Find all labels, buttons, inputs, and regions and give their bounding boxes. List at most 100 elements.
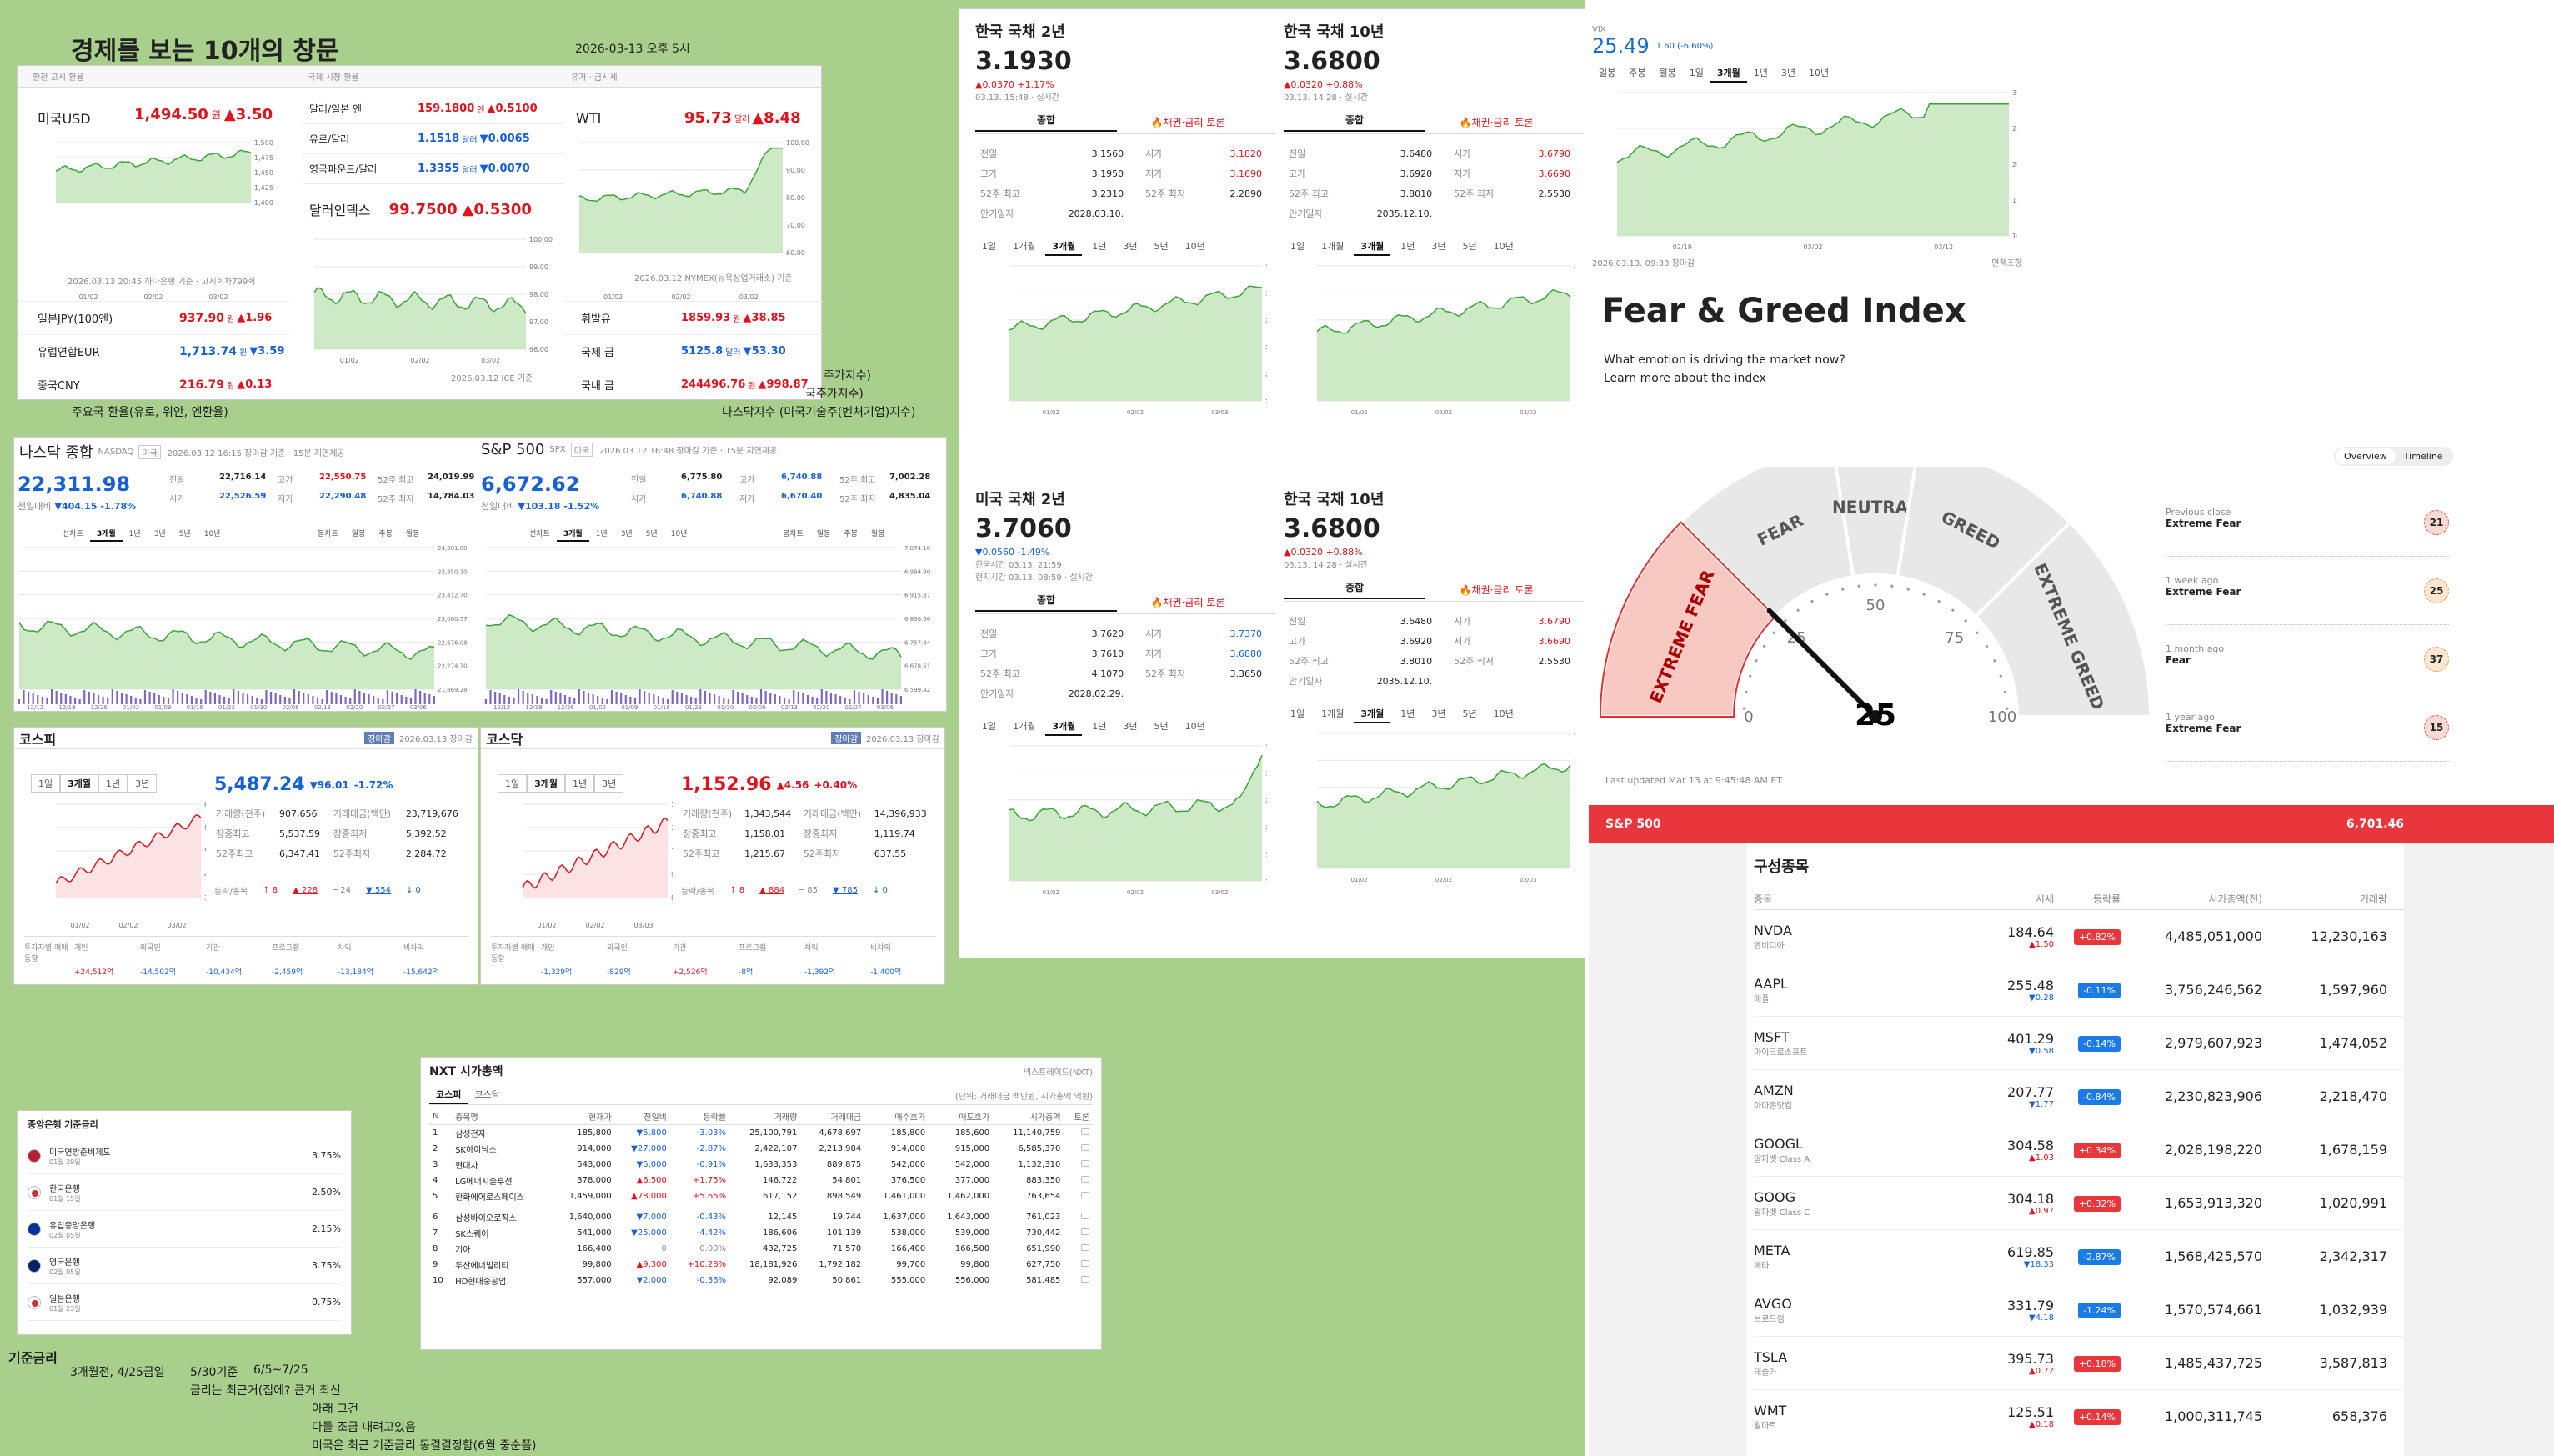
bond-range[interactable]: 3개월 bbox=[1354, 238, 1391, 256]
constituent-row[interactable]: MSFT 마이크로소프트 401.29 ▼0.58 -0.14% 2,979,607,92… bbox=[1754, 1017, 2404, 1070]
bond-tab-discuss[interactable]: 🔥채권·금리 토론 bbox=[1459, 117, 1534, 128]
vix-range-2[interactable]: 월봉 bbox=[1659, 68, 1676, 78]
fng-toggle-timeline[interactable]: Timeline bbox=[2403, 451, 2443, 462]
nasdaq-view-3[interactable]: 월봉 bbox=[405, 530, 420, 538]
nxt-discuss-cell[interactable] bbox=[1064, 1188, 1093, 1207]
nasdaq-range-4[interactable]: 5년 bbox=[178, 530, 191, 538]
sp500-view-3[interactable]: 월봉 bbox=[870, 530, 885, 538]
constituent-row[interactable]: GOOG 알파벳 Class C 304.18 ▲0.97 +0.32% 1,653,91… bbox=[1754, 1177, 2404, 1230]
bond-range[interactable]: 1개월 bbox=[1321, 241, 1345, 252]
constituent-symbol[interactable]: AMZN bbox=[1754, 1082, 1794, 1098]
nxt-row[interactable]: 8 기아 166,400 ─ 0 0.00% 432,725 71,570 166,400 16… bbox=[429, 1241, 1093, 1257]
sp500-view-0[interactable]: 봉차트 bbox=[783, 530, 804, 538]
kosdaq-range-2[interactable]: 1년 bbox=[565, 774, 595, 793]
bond-range[interactable]: 3년 bbox=[1431, 708, 1446, 719]
bond-range[interactable]: 3개월 bbox=[1354, 705, 1391, 723]
bond-range[interactable]: 1년 bbox=[1400, 708, 1415, 719]
bond-range[interactable]: 1개월 bbox=[1013, 721, 1036, 732]
bond-range[interactable]: 1개월 bbox=[1321, 708, 1345, 719]
constituent-symbol[interactable]: GOOGL bbox=[1754, 1135, 1803, 1152]
kospi-range-0[interactable]: 1일 bbox=[31, 774, 61, 793]
nxt-discuss-cell[interactable] bbox=[1064, 1173, 1093, 1188]
vix-range-1[interactable]: 주봉 bbox=[1629, 68, 1646, 78]
bond-range[interactable]: 1개월 bbox=[1013, 241, 1036, 252]
nxt-cell[interactable]: HD현대중공업 bbox=[455, 1278, 507, 1287]
vix-range-0[interactable]: 일봉 bbox=[1599, 68, 1616, 78]
sp500-view-2[interactable]: 주봉 bbox=[844, 530, 858, 538]
constituent-row[interactable]: GOOGL 알파벳 Class A 304.58 ▲1.03 +0.34% 2,028,1… bbox=[1754, 1123, 2404, 1177]
vix-range-6[interactable]: 3년 bbox=[1780, 68, 1796, 78]
bond-range[interactable]: 3년 bbox=[1431, 241, 1446, 252]
nxt-discuss-cell[interactable] bbox=[1064, 1207, 1093, 1225]
nasdaq-range-2[interactable]: 1년 bbox=[128, 530, 141, 538]
fng-toggle-overview[interactable]: Overview bbox=[2336, 448, 2396, 464]
kosdaq-range-3[interactable]: 3년 bbox=[594, 774, 624, 793]
constituent-row[interactable]: META 메타 619.85 ▼18.33 -2.87% 1,568,425,570 2,3… bbox=[1754, 1230, 2404, 1283]
sp500-range-4[interactable]: 5년 bbox=[645, 530, 658, 538]
nxt-row[interactable]: 1 삼성전자 185,800 ▼5,800 -3.03% 25,100,791 4,678,… bbox=[429, 1125, 1093, 1142]
discuss-icon[interactable] bbox=[1081, 1144, 1089, 1151]
nxt-row[interactable]: 10 HD현대중공업 557,000 ▼2,000 -0.36% 92,089 50,861… bbox=[429, 1273, 1093, 1288]
constituent-row[interactable]: AAPL 애플 255.48 ▼0.28 -0.11% 3,756,246,562 1,59… bbox=[1754, 963, 2404, 1017]
discuss-icon[interactable] bbox=[1081, 1244, 1089, 1251]
kospi-range-1[interactable]: 3개월 bbox=[60, 774, 99, 793]
vix-range-7[interactable]: 10년 bbox=[1809, 68, 1830, 78]
discuss-icon[interactable] bbox=[1081, 1228, 1089, 1235]
nxt-row[interactable]: 3 현대차 543,000 ▼5,000 -0.91% 1,633,353 889,875 5… bbox=[429, 1157, 1093, 1173]
sp500-range-2[interactable]: 1년 bbox=[595, 530, 608, 538]
constituent-row[interactable]: TSLA 테슬라 395.73 ▲0.72 +0.18% 1,485,437,725 3,5… bbox=[1754, 1337, 2404, 1390]
bond-range[interactable]: 1년 bbox=[1092, 721, 1107, 732]
bond-range[interactable]: 5년 bbox=[1154, 241, 1169, 252]
nxt-discuss-cell[interactable] bbox=[1064, 1273, 1093, 1288]
bond-tab-main[interactable]: 종합 bbox=[1284, 580, 1425, 599]
bond-range[interactable]: 5년 bbox=[1462, 708, 1477, 719]
bond-tab-main[interactable]: 종합 bbox=[975, 113, 1117, 132]
nxt-tab-kosdaq[interactable]: 코스닥 bbox=[474, 1089, 500, 1100]
bond-range[interactable]: 1일 bbox=[982, 721, 997, 732]
discuss-icon[interactable] bbox=[1081, 1213, 1089, 1219]
nasdaq-view-2[interactable]: 주봉 bbox=[378, 530, 393, 538]
kosdaq-range-0[interactable]: 1일 bbox=[498, 774, 528, 793]
bond-range[interactable]: 1일 bbox=[1290, 241, 1305, 252]
nxt-cell[interactable]: LG에너지솔루션 bbox=[455, 1178, 513, 1187]
nxt-discuss-cell[interactable] bbox=[1064, 1257, 1093, 1273]
discuss-icon[interactable] bbox=[1081, 1160, 1089, 1167]
bond-range[interactable]: 10년 bbox=[1493, 708, 1514, 719]
bond-range[interactable]: 1년 bbox=[1400, 241, 1415, 252]
bond-range[interactable]: 1일 bbox=[1290, 708, 1305, 719]
constituent-symbol[interactable]: NVDA bbox=[1754, 922, 1792, 938]
nxt-discuss-cell[interactable] bbox=[1064, 1157, 1093, 1173]
bond-tab-main[interactable]: 종합 bbox=[975, 593, 1117, 612]
constituent-symbol[interactable]: META bbox=[1754, 1242, 1790, 1258]
bond-range[interactable]: 3개월 bbox=[1045, 718, 1083, 736]
kospi-range-2[interactable]: 1년 bbox=[98, 774, 128, 793]
nxt-row[interactable]: 9 두산에너빌리티 99,800 ▲9,300 +10.28% 18,181,926 1,7… bbox=[429, 1257, 1093, 1273]
nasdaq-range-5[interactable]: 10년 bbox=[203, 530, 221, 538]
constituent-symbol[interactable]: AAPL bbox=[1754, 975, 1788, 992]
nxt-row[interactable]: 2 SK하이닉스 914,000 ▼27,000 -2.87% 2,422,107 2,21… bbox=[429, 1141, 1093, 1157]
nxt-cell[interactable]: 두산에너빌리티 bbox=[455, 1262, 509, 1271]
discuss-icon[interactable] bbox=[1081, 1176, 1089, 1183]
vix-range-3[interactable]: 1일 bbox=[1689, 68, 1704, 78]
discuss-icon[interactable] bbox=[1081, 1276, 1089, 1283]
nasdaq-range-1[interactable]: 3개월 bbox=[89, 526, 123, 542]
nxt-cell[interactable]: 현대차 bbox=[455, 1162, 478, 1171]
nasdaq-range-0[interactable]: 선차트 bbox=[63, 530, 83, 538]
nasdaq-range-3[interactable]: 3년 bbox=[153, 530, 166, 538]
vix-range-4[interactable]: 3개월 bbox=[1710, 64, 1747, 83]
sp500-range-1[interactable]: 3개월 bbox=[556, 526, 589, 542]
bond-range[interactable]: 3개월 bbox=[1045, 238, 1083, 256]
nxt-discuss-cell[interactable] bbox=[1064, 1241, 1093, 1257]
discuss-icon[interactable] bbox=[1081, 1260, 1089, 1267]
constituent-symbol[interactable]: MSFT bbox=[1754, 1028, 1790, 1045]
constituent-row[interactable]: AMZN 아마존닷컴 207.77 ▼1.77 -0.84% 2,230,823,906 2… bbox=[1754, 1070, 2404, 1123]
fng-link[interactable]: Learn more about the index bbox=[1604, 372, 1766, 385]
nxt-row[interactable]: 4 LG에너지솔루션 378,000 ▲6,500 +1.75% 146,722 54,80… bbox=[429, 1173, 1093, 1188]
bond-tab-discuss[interactable]: 🔥채권·금리 토론 bbox=[1150, 117, 1225, 128]
bond-tab-main[interactable]: 종합 bbox=[1284, 113, 1425, 132]
nxt-row[interactable]: 6 삼성바이오로직스 1,640,000 ▼7,000 -0.43% 12,145 19,7… bbox=[429, 1207, 1093, 1225]
bond-range[interactable]: 1년 bbox=[1092, 241, 1107, 252]
vix-range-5[interactable]: 1년 bbox=[1753, 68, 1768, 78]
constituent-row[interactable]: AVGO 브로드컴 331.79 ▼4.18 -1.24% 1,570,574,661 1,… bbox=[1754, 1283, 2404, 1337]
bond-range[interactable]: 3년 bbox=[1123, 241, 1138, 252]
